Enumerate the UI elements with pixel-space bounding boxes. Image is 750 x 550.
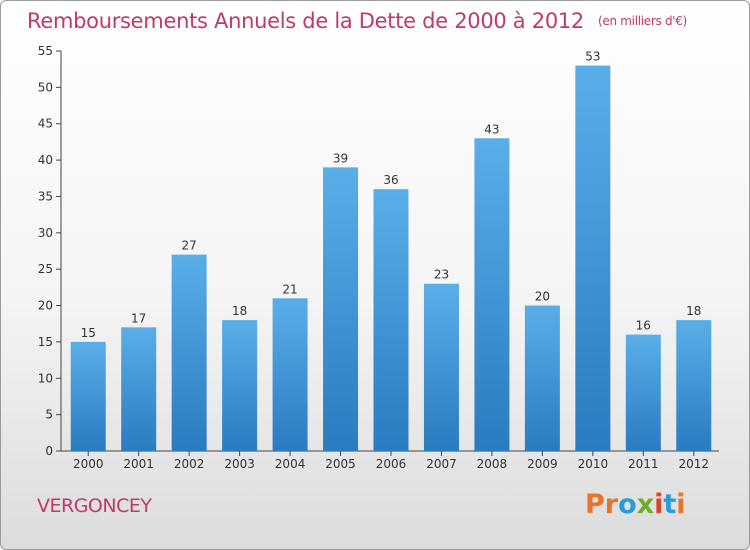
y-tick-label: 35 [38, 189, 53, 203]
bar-value-label: 36 [383, 173, 398, 187]
chart-title: Remboursements Annuels de la Dette de 20… [27, 9, 687, 33]
bar-value-label: 17 [131, 311, 146, 325]
logo-letter: t [663, 489, 677, 520]
bar [323, 167, 359, 451]
x-tick-label: 2007 [426, 457, 457, 471]
y-tick-label: 40 [38, 153, 53, 167]
chart-unit-label: (en milliers d'€) [598, 14, 688, 28]
commune-name: VERGONCEY [37, 495, 152, 517]
y-tick-label: 45 [38, 117, 53, 131]
y-tick-label: 20 [38, 299, 53, 313]
x-tick-label: 2006 [376, 457, 407, 471]
y-tick-label: 50 [38, 80, 53, 94]
x-tick-label: 2002 [174, 457, 205, 471]
bar [171, 254, 207, 451]
logo-letter: o [618, 489, 637, 520]
bar [625, 334, 661, 451]
x-tick-label: 2003 [224, 457, 255, 471]
bar-value-label: 20 [535, 290, 550, 304]
y-tick-label: 5 [45, 408, 53, 422]
bar [373, 189, 409, 451]
bar-value-label: 18 [232, 304, 247, 318]
chart-bars: 15 17 27 18 21 39 36 23 43 20 53 16 18 [70, 50, 712, 452]
x-tick-label: 2010 [578, 457, 609, 471]
bar [423, 283, 459, 451]
proxiti-logo: Proxiti [585, 489, 686, 520]
bar-value-label: 43 [484, 122, 499, 136]
y-tick-label: 30 [38, 226, 53, 240]
bar-value-label: 16 [636, 319, 651, 333]
bar [121, 327, 157, 451]
x-tick-label: 2008 [477, 457, 508, 471]
x-tick-label: 2000 [73, 457, 104, 471]
bar [524, 305, 560, 451]
x-tick-label: 2012 [678, 457, 709, 471]
bar-value-label: 53 [585, 50, 600, 64]
bar-value-label: 23 [434, 268, 449, 282]
bar [676, 320, 712, 451]
y-tick-label: 0 [45, 444, 53, 458]
x-tick-label: 2009 [527, 457, 558, 471]
logo-letter: r [604, 489, 619, 520]
bar-value-label: 21 [282, 282, 297, 296]
bar-value-label: 15 [81, 326, 96, 340]
logo-letter: i [676, 489, 686, 520]
bar [272, 298, 308, 451]
x-tick-label: 2004 [275, 457, 306, 471]
bar [70, 341, 106, 451]
chart-axes: 0 5 10 15 20 25 30 35 40 45 50 55 2000 2001 2002 2003 20… [38, 44, 719, 471]
logo-letter: i [654, 489, 664, 520]
y-tick-label: 15 [38, 335, 53, 349]
y-tick-label: 25 [38, 262, 53, 276]
bar [222, 320, 258, 451]
bar-value-label: 18 [686, 304, 701, 318]
x-tick-label: 2001 [123, 457, 154, 471]
chart-title-text: Remboursements Annuels de la Dette de 20… [27, 9, 584, 33]
bar-value-label: 39 [333, 151, 348, 165]
y-tick-label: 10 [38, 371, 53, 385]
x-tick-label: 2011 [628, 457, 659, 471]
bar [575, 65, 611, 451]
bar-value-label: 27 [182, 239, 197, 253]
y-tick-label: 55 [38, 44, 53, 58]
logo-letter: x [636, 489, 655, 520]
bar [474, 138, 510, 452]
logo-letter: P [585, 489, 605, 520]
x-tick-label: 2005 [325, 457, 356, 471]
